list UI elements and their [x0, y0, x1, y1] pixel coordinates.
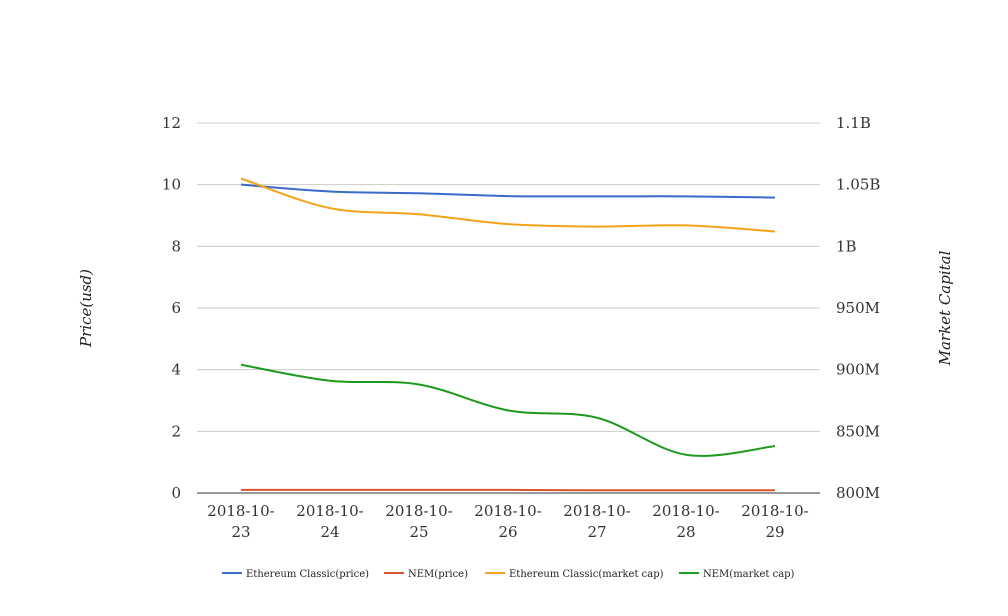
y2-axis-title: Market Capital [936, 250, 954, 366]
legend-item-ethereum-classic-market-cap[interactable]: Ethereum Classic(market cap) [485, 569, 664, 580]
x-tick-label: 2018-10-29 [741, 502, 808, 541]
x-tick-label: 2018-10-26 [474, 502, 541, 541]
series-line-ethereum-classic-market-cap [240, 177, 776, 233]
y-tick-label: 6 [171, 299, 181, 317]
x-tick-label: 2018-10-24 [296, 502, 363, 541]
legend-label: Ethereum Classic(market cap) [509, 569, 664, 580]
legend-item-nem-price[interactable]: NEM(price) [384, 569, 468, 580]
legend-item-ethereum-classic-price[interactable]: Ethereum Classic(price) [222, 569, 369, 580]
y-axis-title: Price(usd) [77, 269, 95, 348]
y2-tick-label: 1.1B [836, 114, 871, 132]
x-tick-label: 2018-10-23 [207, 502, 274, 541]
y2-tick-label: 900M [836, 361, 880, 379]
legend-item-nem-market-cap[interactable]: NEM(market cap) [679, 569, 795, 580]
y2-tick-label: 1B [836, 237, 857, 255]
y-tick-label: 4 [171, 361, 181, 379]
y-tick-label: 10 [162, 176, 181, 194]
axis-ticks: 0 2 4 6 8 10 12 800M 850M 900M 950M 1B 1.05B 1.1B 2018… [162, 114, 881, 541]
series-lines [240, 177, 776, 492]
y2-tick-label: 850M [836, 422, 880, 440]
x-tick-label: 2018-10-28 [652, 502, 719, 541]
y2-tick-label: 1.05B [836, 176, 880, 194]
series-line-ethereum-classic-price [240, 183, 776, 199]
x-tick-label: 2018-10-27 [563, 502, 630, 541]
y-tick-label: 8 [171, 237, 181, 255]
legend-label: NEM(price) [408, 569, 468, 580]
legend-label: NEM(market cap) [703, 569, 795, 580]
y2-tick-label: 800M [836, 484, 880, 502]
gridlines [197, 122, 820, 494]
y-tick-label: 0 [171, 484, 181, 502]
legend-label: Ethereum Classic(price) [246, 569, 369, 580]
y-tick-label: 12 [162, 114, 181, 132]
y-tick-label: 2 [171, 422, 181, 440]
y2-tick-label: 950M [836, 299, 880, 317]
legend: Ethereum Classic(price) NEM(price) Ethereu… [222, 569, 795, 580]
x-tick-label: 2018-10-25 [385, 502, 452, 541]
series-line-nem-market-cap [240, 363, 776, 457]
